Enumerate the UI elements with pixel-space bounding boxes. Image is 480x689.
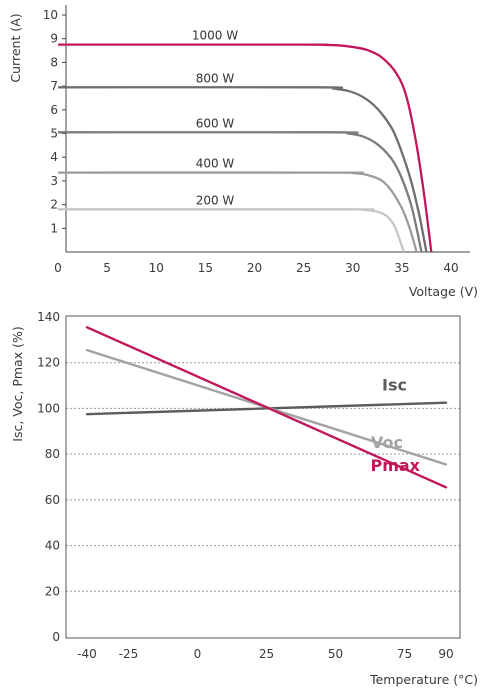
x-tick-label-2: 75 [397,647,412,661]
series-line-isc [85,401,448,416]
x-tick-label: 35 [394,261,409,275]
x-axis-label-2: Temperature (°C) [369,672,478,687]
x-tick-label-2: 0 [194,647,202,661]
plot-frame [65,315,461,639]
irradiance-label: 800 W [196,71,235,85]
x-tick-label: 15 [198,261,213,275]
y-tick-label: 10 [43,8,58,22]
irradiance-label: 600 W [196,116,235,130]
x-tick-label-2: 50 [328,647,343,661]
series-label-voc: Voc [371,433,403,452]
y-tick-label-2: 60 [45,493,60,507]
x-tick-label: 5 [103,261,111,275]
y-tick-label: 3 [50,174,58,188]
x-tick-label: 10 [149,261,164,275]
x-tick-label-2: -40 [77,647,97,661]
x-tick-label-2: 25 [259,647,274,661]
x-tick-label: 25 [296,261,311,275]
iv-curve-600w [57,131,423,253]
y-tick-label: 6 [50,103,58,117]
y-tick-label-2: 40 [45,539,60,553]
y-axis-label-2: Isc, Voc, Pmax (%) [10,326,25,441]
iv-curve-800w [57,86,428,253]
x-tick-label: 0 [54,261,62,275]
x-tick-label: 40 [443,261,458,275]
y-tick-label: 8 [50,55,58,69]
iv-curve-chart: 1 2 3 4 5 6 7 8 9 10 0 5 10 15 20 25 30 35 40 1000 W 800 W 6… [8,5,478,299]
y-tick-label: 1 [50,221,58,235]
y-tick-label: 5 [50,127,58,141]
y-tick-label: 4 [50,150,58,164]
x-axis-label: Voltage (V) [409,284,478,299]
y-tick-label-2: 80 [45,447,60,461]
x-tick-label: 20 [247,261,262,275]
series-line-pmax [85,326,448,489]
irradiance-label: 200 W [196,193,235,207]
y-tick-label-2: 100 [37,401,60,415]
y-tick-label: 9 [50,32,58,46]
y-tick-label-2: 20 [45,584,60,598]
y-tick-label: 2 [50,198,58,212]
series-label-pmax: Pmax [370,456,420,475]
iv-curve-200w [58,208,405,253]
irradiance-label: 400 W [196,157,235,171]
series-line-voc [85,348,448,466]
iv-curve-400w [57,171,418,253]
x-tick-label-2: -25 [119,647,139,661]
series-label-isc: Isc [382,376,407,395]
x-tick-label: 30 [345,261,360,275]
y-tick-label: 7 [50,79,58,93]
x-tick-label-2: 90 [438,647,453,661]
y-tick-label-2: 120 [37,356,60,370]
iv-curve-1000w [58,43,433,253]
y-tick-label-2: 140 [37,310,60,324]
y-tick-label-2: 0 [52,630,60,644]
y-axis-label: Current (A) [8,13,23,82]
irradiance-label: 1000 W [192,29,238,43]
